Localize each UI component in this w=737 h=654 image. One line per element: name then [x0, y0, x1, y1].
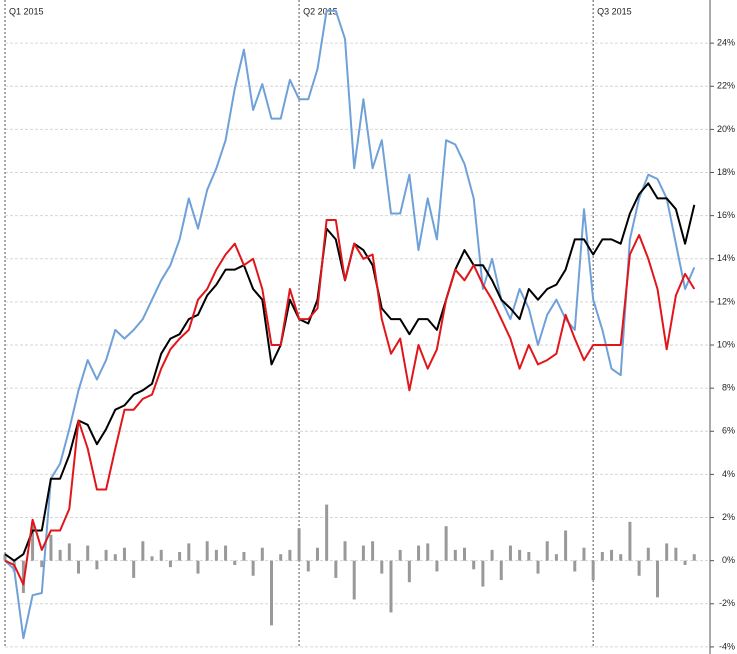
y-tick-label: 16% [717, 210, 735, 220]
y-tick-label: 14% [717, 253, 735, 263]
bar [325, 504, 329, 561]
bar [187, 543, 191, 561]
y-tick-label: 2% [722, 512, 735, 522]
bar [564, 530, 568, 561]
bar [683, 560, 687, 565]
bar [371, 541, 375, 561]
bar [352, 560, 356, 600]
bar [196, 560, 200, 574]
bar [224, 545, 228, 561]
bar [288, 549, 292, 561]
bar [58, 549, 62, 561]
bar [655, 560, 659, 598]
bar [315, 547, 319, 561]
y-tick-label: 8% [722, 383, 735, 393]
bar [554, 554, 558, 561]
bar [573, 560, 577, 572]
bar [113, 554, 117, 561]
bar [31, 521, 35, 561]
bar [270, 560, 274, 626]
bar [499, 560, 503, 581]
bar [306, 560, 310, 572]
bar [178, 552, 182, 561]
bar [77, 560, 81, 574]
y-tick-label: 24% [717, 38, 735, 48]
bar [463, 547, 466, 561]
y-tick-label: 12% [717, 296, 735, 306]
bar [407, 560, 411, 583]
bar [168, 560, 172, 568]
bar [600, 552, 604, 561]
y-tick-label: 18% [717, 167, 735, 177]
bar [214, 549, 218, 561]
bar [665, 543, 669, 561]
bar [361, 545, 365, 561]
bar [3, 554, 7, 561]
bar [527, 552, 531, 561]
bar [21, 560, 25, 594]
line-series [4, 182, 696, 562]
bar [343, 541, 347, 561]
bar [40, 560, 44, 568]
bar [233, 560, 237, 565]
bar [490, 549, 494, 561]
bar [260, 547, 264, 561]
bar [628, 521, 632, 561]
bar [472, 560, 476, 570]
bar [481, 560, 485, 587]
bar [444, 526, 448, 561]
bar [674, 547, 678, 561]
bar [95, 560, 99, 570]
bar [508, 545, 512, 561]
y-tick-label: 4% [722, 469, 735, 479]
bar [582, 547, 586, 561]
line-series [4, 219, 696, 586]
bar [591, 560, 595, 581]
bar [545, 541, 549, 561]
bar [49, 534, 53, 561]
bar [297, 528, 301, 561]
bar [692, 554, 696, 561]
line-series [4, 9, 696, 640]
bar [150, 556, 154, 561]
y-tick-label: 0% [722, 555, 735, 565]
bar [646, 547, 650, 561]
bar [132, 560, 136, 578]
bar [435, 560, 439, 572]
bar [417, 545, 421, 561]
y-tick-label: 10% [717, 339, 735, 349]
x-tick-label: Q3 2015 [597, 6, 632, 16]
bar [141, 541, 145, 561]
bar [205, 541, 209, 561]
y-tick-label: -4% [719, 641, 735, 651]
y-tick-label: 6% [722, 426, 735, 436]
bar [380, 560, 384, 574]
y-tick-label: 20% [717, 124, 735, 134]
y-tick-label: -2% [719, 598, 735, 608]
bar [86, 545, 90, 561]
bar [67, 543, 71, 561]
bar [453, 549, 457, 561]
bar [398, 549, 402, 561]
bar [426, 543, 430, 561]
bar [389, 560, 393, 613]
x-tick-label: Q1 2015 [9, 6, 44, 16]
bar [637, 560, 641, 576]
bar [104, 549, 108, 561]
bar [518, 549, 522, 561]
bar [334, 560, 338, 578]
bar [536, 560, 540, 574]
bar [251, 560, 255, 576]
bar [610, 549, 614, 561]
y-tick-label: 22% [717, 81, 735, 91]
bar [242, 552, 246, 561]
bar [619, 554, 623, 561]
x-tick-label: Q2 2015 [303, 6, 338, 16]
bar [279, 554, 283, 561]
bar [159, 549, 163, 561]
bar [122, 547, 126, 561]
